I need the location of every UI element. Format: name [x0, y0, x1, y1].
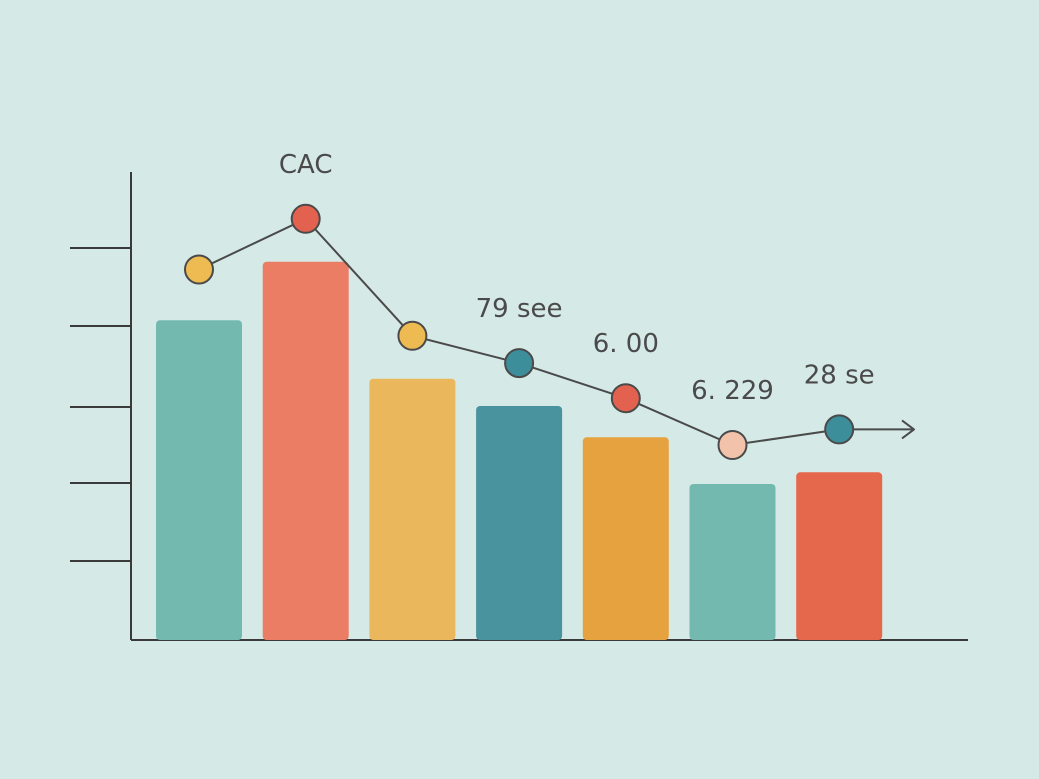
point-marker: [397, 320, 428, 351]
bar: [582, 437, 669, 640]
annotation-label: 6. 00: [593, 329, 659, 359]
bar: [156, 320, 242, 640]
point-marker: [504, 348, 535, 379]
bar: [689, 484, 776, 640]
markers: [184, 203, 855, 460]
annotation-label: 79 see: [476, 294, 563, 324]
bar: [796, 472, 883, 640]
bar: [476, 406, 563, 640]
point-marker: [717, 430, 748, 460]
point-marker: [290, 203, 321, 234]
point-marker: [184, 254, 214, 285]
annotation-label: 28 se: [804, 360, 875, 390]
bar: [369, 378, 456, 640]
point-marker: [610, 383, 641, 414]
point-marker: [824, 414, 855, 445]
annotations: CAC 79 see 6. 00 6. 229 28 se: [279, 150, 875, 406]
trend-arrow-head: [901, 419, 915, 440]
bar: [262, 261, 349, 640]
bars: [156, 261, 883, 640]
annotation-label: CAC: [279, 150, 333, 180]
annotation-label: 6. 229: [691, 376, 774, 406]
